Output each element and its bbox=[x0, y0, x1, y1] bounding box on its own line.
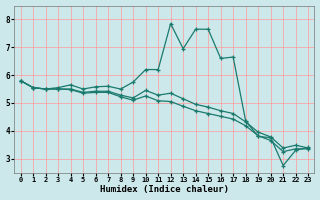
X-axis label: Humidex (Indice chaleur): Humidex (Indice chaleur) bbox=[100, 185, 229, 194]
